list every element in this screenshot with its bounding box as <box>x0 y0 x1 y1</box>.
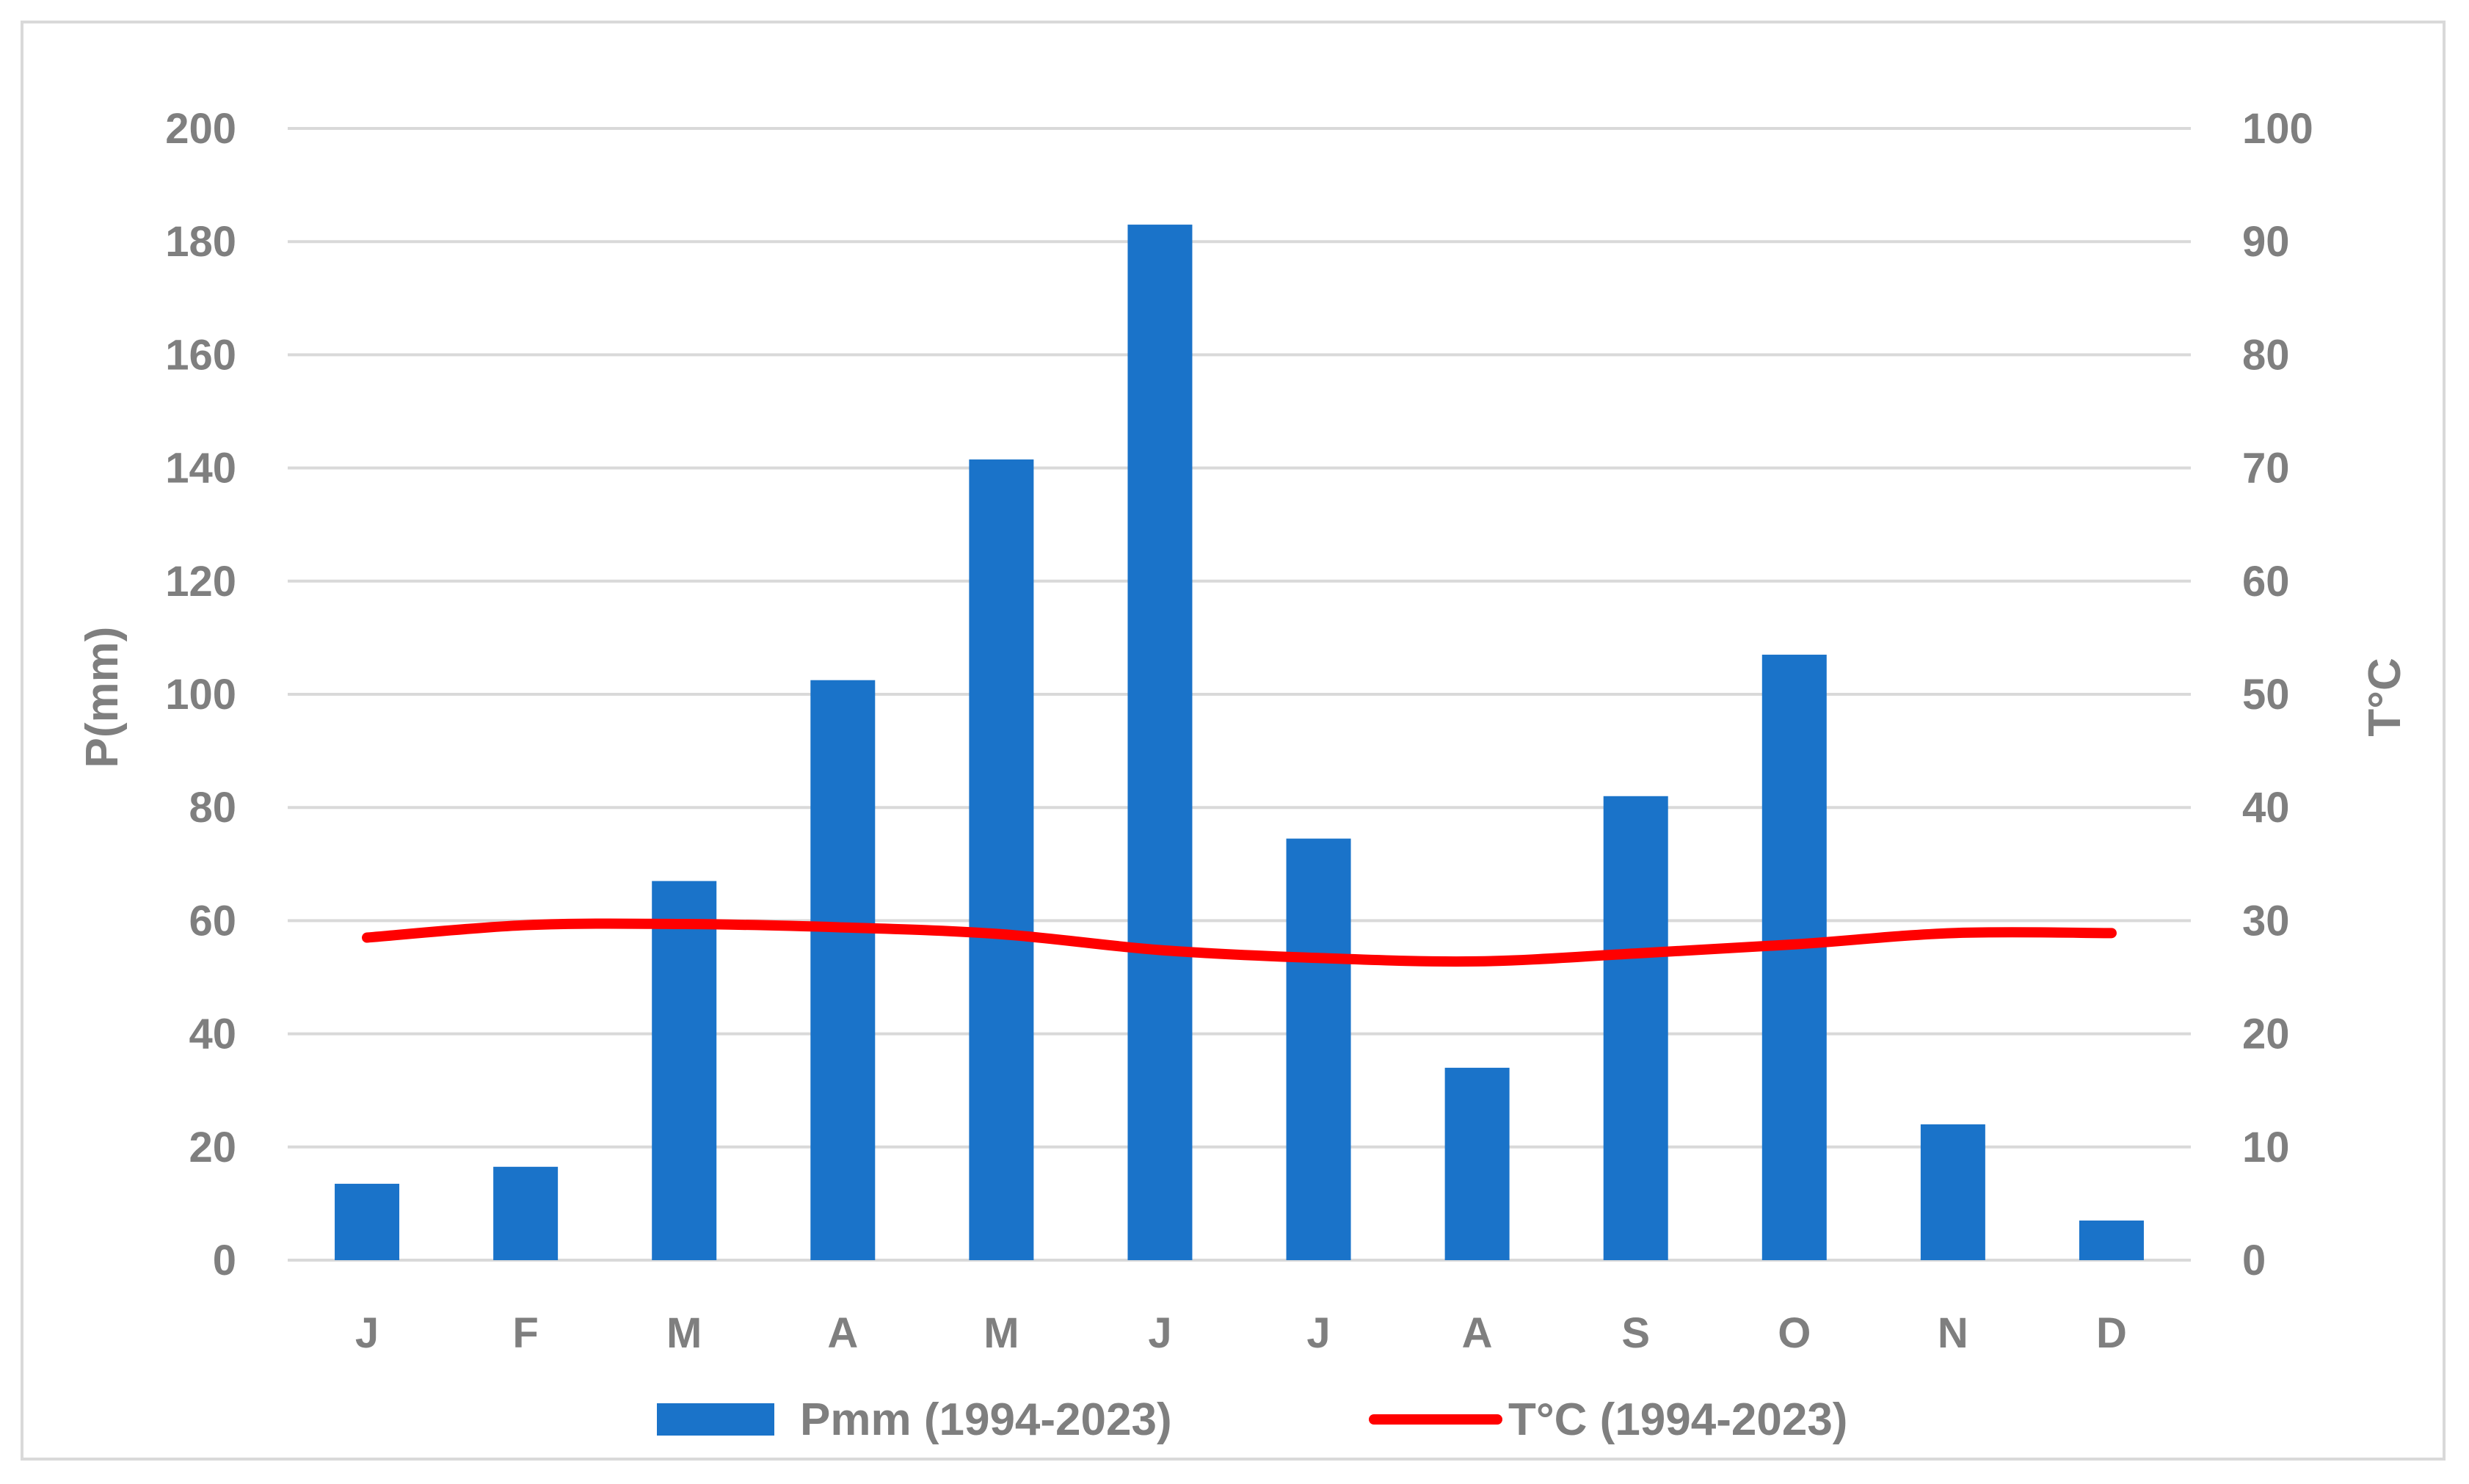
right-axis-tick-label: 70 <box>2242 445 2290 492</box>
left-axis-tick-label: 160 <box>165 331 236 379</box>
right-axis-tick-label: 10 <box>2242 1124 2290 1171</box>
x-axis-tick-label: A <box>1462 1309 1493 1357</box>
left-axis-tick-label: 100 <box>165 671 236 719</box>
precipitation-bar <box>1286 838 1351 1260</box>
left-axis-tick-label: 200 <box>165 105 236 153</box>
precipitation-bar <box>1603 796 1668 1260</box>
x-axis-tick-label: D <box>2096 1309 2127 1357</box>
right-axis-tick-label: 90 <box>2242 218 2290 266</box>
left-axis-title: P(mm) <box>77 627 128 768</box>
x-axis-tick-label: N <box>1938 1309 1968 1357</box>
temperature-line <box>362 918 2117 967</box>
left-axis-ticks: 0 20 40 60 80 100 120 140 160 180 200 <box>165 105 236 1284</box>
legend-line-label: T°C (1994-2023) <box>1508 1394 1847 1445</box>
legend: Pmm (1994-2023) T°C (1994-2023) <box>657 1394 1847 1445</box>
right-axis-tick-label: 40 <box>2242 784 2290 832</box>
precipitation-bar <box>1127 225 1193 1260</box>
right-axis-tick-label: 0 <box>2242 1237 2266 1284</box>
precipitation-bar <box>652 881 717 1260</box>
right-axis-title: T°C <box>2360 658 2410 736</box>
left-axis-tick-label: 20 <box>189 1124 236 1171</box>
x-axis-tick-label: M <box>666 1309 702 1357</box>
precipitation-bar <box>335 1183 400 1260</box>
right-axis-tick-label: 100 <box>2242 105 2313 153</box>
x-axis-tick-label: S <box>1621 1309 1650 1357</box>
x-axis-tick-label: F <box>512 1309 538 1357</box>
temperature-line-group <box>362 918 2117 967</box>
precipitation-bar <box>493 1166 559 1260</box>
legend-bar-swatch <box>657 1403 774 1436</box>
x-axis-tick-label: M <box>983 1309 1019 1357</box>
x-axis-tick-label: J <box>1306 1309 1330 1357</box>
left-axis-tick-label: 0 <box>213 1237 236 1284</box>
gridlines <box>288 127 2191 1262</box>
x-axis-tick-label: A <box>827 1309 858 1357</box>
precipitation-bar <box>2079 1221 2144 1260</box>
x-axis-tick-label: J <box>1148 1309 1171 1357</box>
right-axis-tick-label: 30 <box>2242 897 2290 945</box>
legend-bar-label: Pmm (1994-2023) <box>800 1394 1172 1445</box>
right-axis-tick-label: 80 <box>2242 331 2290 379</box>
left-axis-tick-label: 180 <box>165 218 236 266</box>
x-axis-tick-label: O <box>1778 1309 1811 1357</box>
precipitation-bar <box>1920 1124 1985 1260</box>
left-axis-tick-label: 140 <box>165 445 236 492</box>
left-axis-tick-label: 40 <box>189 1011 236 1058</box>
precipitation-bar <box>810 680 876 1260</box>
precipitation-bar <box>969 459 1034 1261</box>
right-axis-tick-label: 50 <box>2242 671 2290 719</box>
left-axis-tick-label: 120 <box>165 558 236 605</box>
precipitation-bar <box>1444 1067 1510 1260</box>
left-axis-tick-label: 60 <box>189 897 236 945</box>
right-axis-tick-label: 60 <box>2242 558 2290 605</box>
chart-frame <box>21 21 2446 1461</box>
x-axis-tick-label: J <box>355 1309 379 1357</box>
right-axis-ticks: 0 10 20 30 40 50 60 70 80 90 100 <box>2242 105 2313 1284</box>
left-axis-tick-label: 80 <box>189 784 236 832</box>
right-axis-tick-label: 20 <box>2242 1011 2290 1058</box>
precipitation-bar <box>1761 655 1827 1260</box>
precipitation-bars <box>335 225 2144 1261</box>
